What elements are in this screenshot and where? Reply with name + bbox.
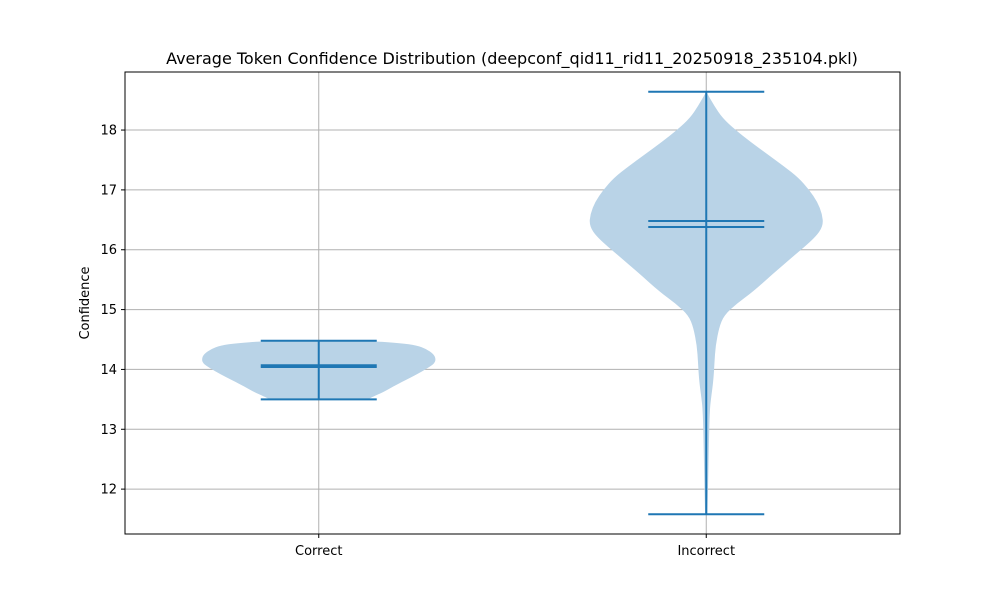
violin-lines-incorrect [648, 90, 765, 516]
violin-lines-correct [260, 339, 377, 401]
y-tick-label: 14 [100, 363, 117, 378]
y-tick-label: 17 [100, 183, 117, 198]
chart-title: Average Token Confidence Distribution (d… [166, 49, 858, 69]
x-tick-label: Incorrect [677, 544, 735, 559]
violin-layer [202, 90, 823, 516]
y-tick-label: 12 [100, 483, 117, 498]
y-tick-label: 13 [100, 423, 117, 438]
y-tick-label: 18 [100, 124, 117, 139]
axis-layer: 12 13 14 15 16 17 18 Correct Incorrect [100, 71, 901, 559]
x-tick-label: Correct [295, 544, 342, 559]
y-axis-label: Confidence [78, 266, 93, 339]
plot-frame [124, 71, 901, 535]
y-tick-label: 15 [100, 303, 117, 318]
grid-layer [125, 72, 900, 534]
y-tick-label: 16 [100, 243, 117, 258]
